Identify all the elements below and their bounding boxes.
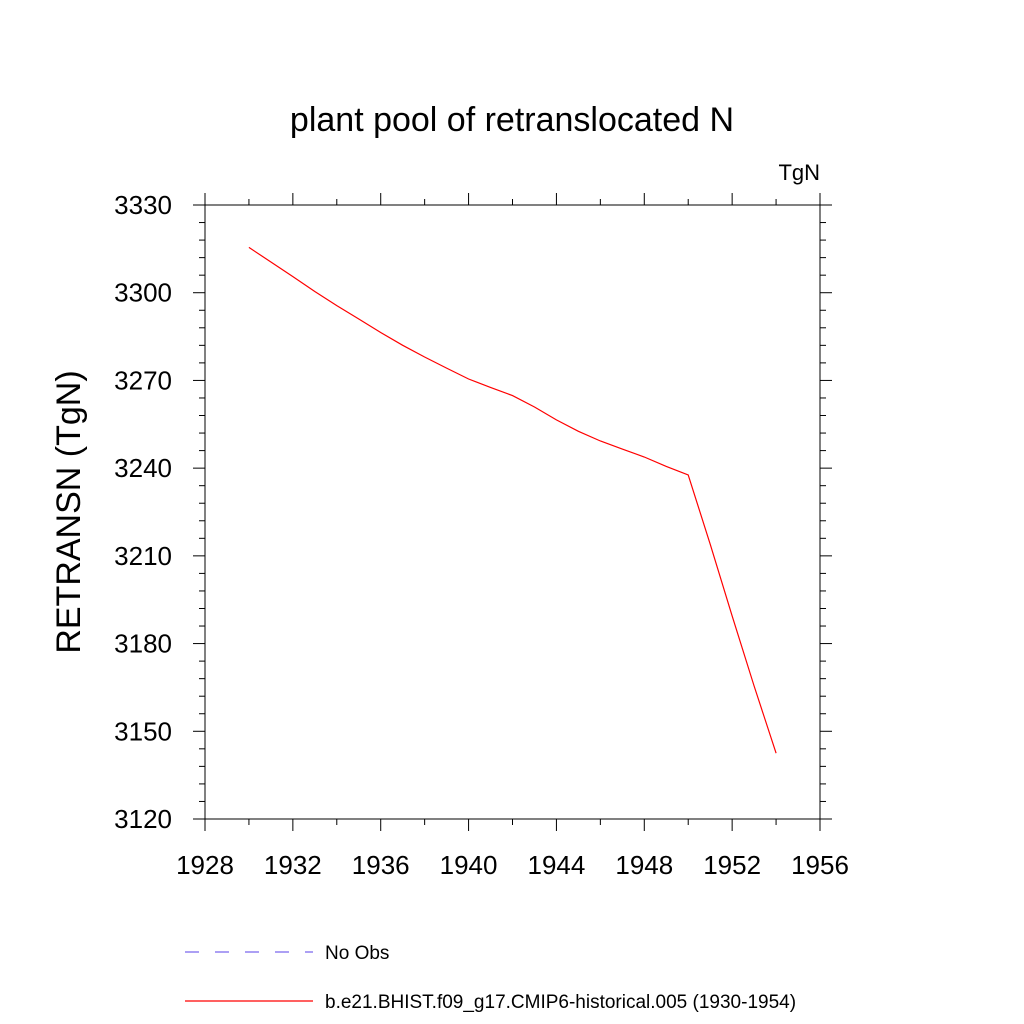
y-tick-label: 3210 [114,541,172,571]
x-tick-label: 1956 [791,850,849,880]
legend-label-1: b.e21.BHIST.f09_g17.CMIP6-historical.005… [325,992,796,1013]
y-tick-label: 3120 [114,804,172,834]
y-axis-label: RETRANSN (TgN) [50,370,88,653]
x-tick-label: 1944 [528,850,586,880]
y-tick-label: 3180 [114,629,172,659]
y-tick-label: 3270 [114,365,172,395]
y-tick-label: 3330 [114,190,172,220]
y-tick-label: 3300 [114,278,172,308]
series-line-1 [248,246,777,754]
legend-label-0: No Obs [325,943,389,964]
y-tick-label: 3150 [114,716,172,746]
x-tick-label: 1936 [352,850,410,880]
units-label: TgN [778,160,820,185]
legend: No Obs b.e21.BHIST.f09_g17.CMIP6-historic… [185,943,796,1013]
x-tick-label: 1948 [615,850,673,880]
axis-ticks: 1928 1932 1936 1940 1944 1948 1952 1956 3120 3150… [114,190,849,880]
x-tick-label: 1932 [264,850,322,880]
x-tick-label: 1940 [440,850,498,880]
chart-title: plant pool of retranslocated N [290,101,734,139]
y-tick-label: 3240 [114,453,172,483]
x-tick-label: 1952 [703,850,761,880]
x-tick-label: 1928 [176,850,234,880]
series-layer [248,246,777,754]
plot-frame [204,204,821,820]
